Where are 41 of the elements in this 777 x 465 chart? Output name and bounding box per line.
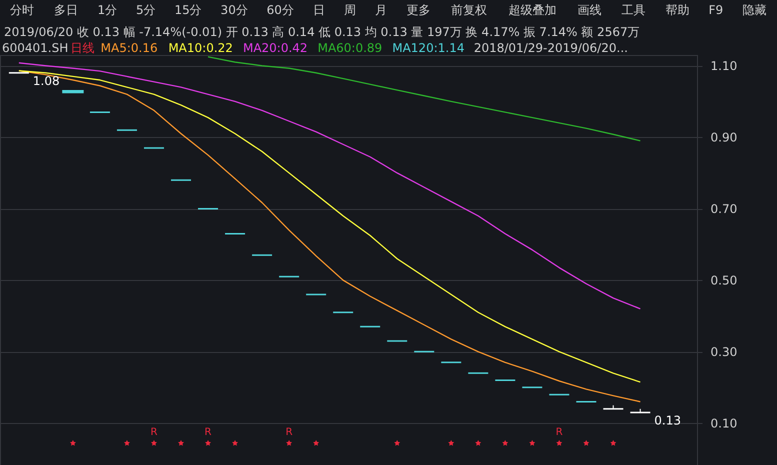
- text: 月: [374, 3, 387, 17]
- text: 周: [344, 3, 356, 17]
- chart-title: 600401.SH: [2, 41, 68, 55]
- text: 0.13: [654, 413, 681, 428]
- y-tick-label: 0.70: [710, 202, 738, 216]
- text: 帮助: [665, 3, 690, 17]
- y-tick-label: 0.50: [710, 274, 738, 288]
- series-label: MA60:0.89: [318, 41, 382, 55]
- text: 更多: [406, 3, 430, 17]
- line-series: [18, 62, 641, 310]
- text: 15分: [174, 3, 202, 17]
- text: 前复权: [450, 3, 487, 17]
- data-label: R: [204, 427, 212, 438]
- chart-subtitle: 2019/06/20 收 0.13 幅 -7.14%(-0.01) 开 0.13 高 0.14 低 0.13 均 0.13 量 197万 换 4.17% 振 7.14% 额 2567万: [4, 25, 640, 39]
- y-tick-label: 1.10: [710, 59, 738, 74]
- text: 1.08: [32, 74, 60, 88]
- text: 日: [312, 3, 325, 17]
- text: 多日: [54, 3, 78, 17]
- text: 60分: [266, 3, 294, 17]
- text: 30分: [220, 3, 248, 17]
- text: 1分: [97, 3, 118, 17]
- y-tick-label: 0.10: [710, 416, 738, 431]
- text: 2018/01/29-2019/06/20...: [474, 41, 628, 55]
- text: MA20:0.42: [242, 41, 308, 55]
- data-label: R: [556, 427, 563, 438]
- text: 超级叠加: [508, 3, 556, 17]
- text: 工具: [621, 3, 646, 17]
- line-series: [207, 56, 641, 142]
- y-tick-label: 0.90: [710, 130, 738, 145]
- text: 分时: [10, 3, 34, 17]
- text: F9: [708, 3, 724, 17]
- data-label: R: [150, 427, 158, 438]
- text: 5分: [136, 3, 156, 17]
- legend-title: 日线: [70, 41, 95, 55]
- legend-label: MA120:1.14: [392, 41, 464, 55]
- data-label: R: [286, 427, 293, 438]
- text: MA10:0.22: [168, 41, 233, 55]
- text: MA5:0.16: [100, 41, 158, 55]
- text: 隐藏: [742, 3, 766, 17]
- y-tick-label: 0.30: [710, 345, 738, 360]
- text: 画线: [577, 3, 602, 17]
